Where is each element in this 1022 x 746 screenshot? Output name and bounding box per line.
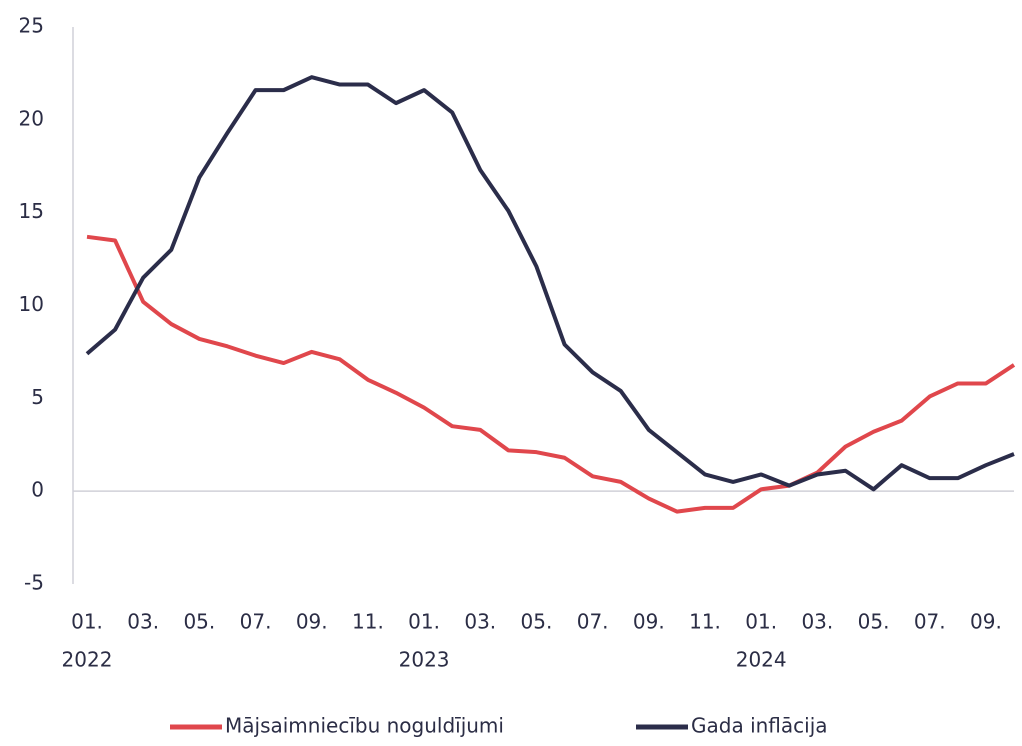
year-label: 2024 bbox=[736, 648, 787, 672]
x-tick-label: 07. bbox=[240, 610, 272, 634]
y-tick-label: 0 bbox=[31, 478, 44, 502]
year-label: 2023 bbox=[399, 648, 450, 672]
series-line bbox=[86, 234, 1016, 514]
x-tick-label: 05. bbox=[858, 610, 890, 634]
x-tick-label: 01. bbox=[408, 610, 440, 634]
x-tick-label: 05. bbox=[183, 610, 215, 634]
x-tick-label: 01. bbox=[745, 610, 777, 634]
x-tick-label: 07. bbox=[577, 610, 609, 634]
x-tick-label: 09. bbox=[970, 610, 1002, 634]
y-tick-label: -5 bbox=[24, 571, 44, 595]
y-tick-label: 25 bbox=[19, 14, 44, 38]
y-tick-label: 20 bbox=[19, 106, 44, 130]
legend-label: Gada inflācija bbox=[691, 714, 828, 738]
x-tick-label: 09. bbox=[296, 610, 328, 634]
x-tick-label: 01. bbox=[71, 610, 103, 634]
x-tick-label: 03. bbox=[464, 610, 496, 634]
legend-label: Mājsaimniecību noguldījumi bbox=[225, 714, 504, 738]
x-tick-label: 03. bbox=[801, 610, 833, 634]
x-tick-label: 07. bbox=[914, 610, 946, 634]
year-label: 2022 bbox=[62, 648, 113, 672]
y-tick-label: 5 bbox=[31, 385, 44, 409]
y-tick-label: 15 bbox=[19, 199, 44, 223]
x-tick-label: 09. bbox=[633, 610, 665, 634]
series-line bbox=[85, 75, 1015, 492]
x-tick-label: 11. bbox=[352, 610, 384, 634]
x-tick-label: 03. bbox=[127, 610, 159, 634]
x-tick-label: 11. bbox=[689, 610, 721, 634]
y-tick-label: 10 bbox=[19, 292, 44, 316]
x-tick-label: 05. bbox=[521, 610, 553, 634]
